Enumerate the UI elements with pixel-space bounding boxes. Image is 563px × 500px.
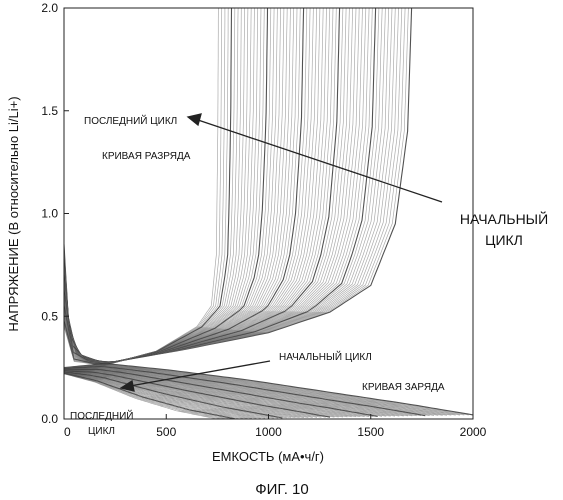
annotation-first-cycle-big-1: НАЧАЛЬНЫЙ: [460, 210, 548, 227]
discharge-cycle-line: [64, 8, 300, 363]
discharge-cycle-line: [64, 8, 241, 365]
discharge-cycle-line: [64, 8, 222, 365]
x-axis-title: ЕМКОСТЬ (мА•ч/г): [212, 449, 324, 464]
discharge-cycle-line: [64, 8, 274, 364]
discharge-cycle-line: [64, 8, 304, 362]
discharge-cycle-line: [64, 8, 291, 363]
annotation-charge-last-2: ЦИКЛ: [88, 426, 115, 437]
figure-caption: ФИГ. 10: [255, 481, 309, 498]
y-tick-label: 1.5: [41, 104, 58, 118]
discharge-cycle-line: [64, 8, 218, 366]
x-tick-label: 1500: [357, 425, 384, 439]
y-tick-label: 2.0: [41, 1, 58, 15]
curve-layer: [64, 8, 473, 419]
plot-frame: [64, 8, 473, 419]
y-axis-title: НАПРЯЖЕНИЕ (В относительно Li/Li+): [6, 96, 21, 331]
y-tick-label: 1.0: [41, 207, 58, 221]
x-tick-label: 500: [156, 425, 176, 439]
discharge-cycle-line: [64, 8, 277, 363]
y-tick-label: 0.5: [41, 309, 58, 323]
discharge-cycle-line: [64, 8, 343, 362]
y-tick-label: 0.0: [41, 412, 58, 426]
annotation-charge-last-1: ПОСЛЕДНИЙ: [70, 409, 133, 422]
discharge-cycle-line: [64, 8, 232, 365]
discharge-cycle-line: [64, 8, 228, 365]
x-tick-label: 1000: [255, 425, 282, 439]
annotation-discharge-last: ПОСЛЕДНИЙ ЦИКЛ: [84, 114, 177, 127]
discharge-cycle-line: [64, 8, 225, 365]
annotation-first-cycle-big-2: ЦИКЛ: [485, 232, 523, 248]
discharge-cycle-line: [64, 8, 336, 362]
annotation-discharge-curve: КРИВАЯ РАЗРЯДА: [102, 151, 191, 162]
annotation-charge-first: НАЧАЛЬНЫЙ ЦИКЛ: [279, 350, 372, 363]
discharge-arrow-head: [188, 114, 201, 125]
discharge-cycle-line: [64, 8, 313, 362]
x-tick-label: 2000: [460, 425, 487, 439]
discharge-cycle-line: [64, 8, 254, 364]
annotation-charge-curve: КРИВАЯ ЗАРЯДА: [362, 382, 445, 393]
x-tick-label: 0: [64, 425, 71, 439]
